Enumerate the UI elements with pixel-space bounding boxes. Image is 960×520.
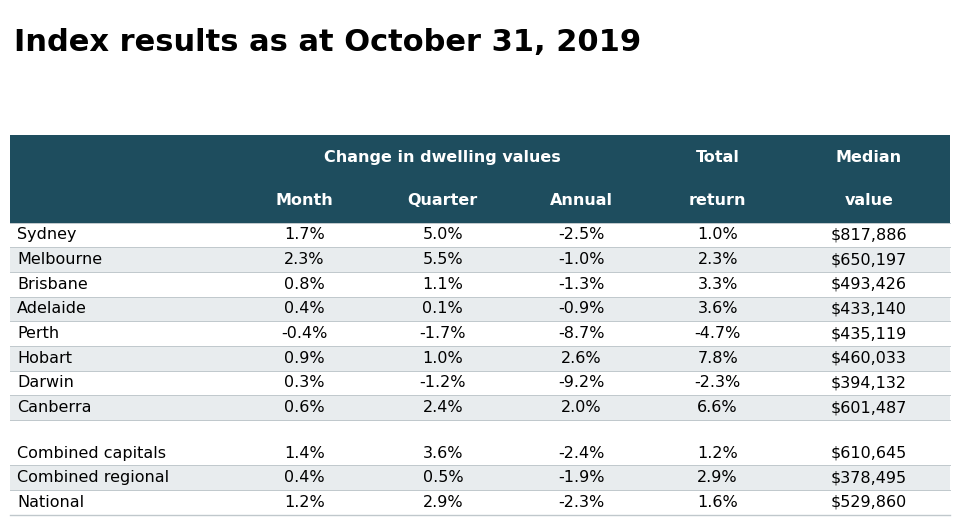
Text: 2.3%: 2.3% [284,252,324,267]
Text: $601,487: $601,487 [830,400,907,415]
Bar [10,296,950,321]
Text: 5.0%: 5.0% [422,227,463,242]
Text: $493,426: $493,426 [830,277,906,292]
Text: Perth: Perth [17,326,60,341]
Text: 5.5%: 5.5% [422,252,463,267]
Text: 2.3%: 2.3% [697,252,738,267]
Text: 3.6%: 3.6% [422,446,463,461]
Text: 1.0%: 1.0% [697,227,738,242]
Text: 2.9%: 2.9% [697,470,738,485]
Text: 1.1%: 1.1% [422,277,464,292]
Text: 0.6%: 0.6% [284,400,324,415]
Text: 0.3%: 0.3% [284,375,324,391]
Text: -1.9%: -1.9% [559,470,605,485]
Bar [10,247,950,272]
Text: return: return [689,193,747,208]
Text: 6.6%: 6.6% [697,400,738,415]
Text: 1.4%: 1.4% [284,446,324,461]
Bar [10,179,950,223]
Text: $460,033: $460,033 [830,350,906,366]
Text: 0.5%: 0.5% [422,470,463,485]
Text: -1.0%: -1.0% [559,252,605,267]
Bar [10,272,950,296]
Text: Total: Total [696,150,739,164]
Bar [10,395,950,420]
Bar [10,321,950,346]
Bar [10,441,950,465]
Bar [10,223,950,247]
Bar [10,465,950,490]
Text: 0.9%: 0.9% [284,350,324,366]
Text: Sydney: Sydney [17,227,77,242]
Text: 7.8%: 7.8% [697,350,738,366]
Text: Month: Month [276,193,333,208]
Text: value: value [844,193,893,208]
Text: 2.6%: 2.6% [562,350,602,366]
Text: Darwin: Darwin [17,375,74,391]
Text: Canberra: Canberra [17,400,91,415]
Text: Brisbane: Brisbane [17,277,88,292]
Text: $610,645: $610,645 [830,446,907,461]
Text: 0.4%: 0.4% [284,470,324,485]
Text: 3.3%: 3.3% [698,277,738,292]
Text: 0.8%: 0.8% [284,277,324,292]
Text: -2.5%: -2.5% [559,227,605,242]
Text: -1.7%: -1.7% [420,326,467,341]
Text: -2.3%: -2.3% [559,495,605,510]
Text: $817,886: $817,886 [830,227,907,242]
Text: -9.2%: -9.2% [559,375,605,391]
Text: -2.4%: -2.4% [559,446,605,461]
Text: National: National [17,495,84,510]
Text: $435,119: $435,119 [830,326,907,341]
Text: -0.4%: -0.4% [281,326,327,341]
Text: 3.6%: 3.6% [697,302,738,316]
Text: 1.6%: 1.6% [697,495,738,510]
Text: 1.2%: 1.2% [284,495,324,510]
Text: Median: Median [835,150,901,164]
Text: 2.4%: 2.4% [422,400,463,415]
Text: $650,197: $650,197 [830,252,907,267]
Text: 2.9%: 2.9% [422,495,463,510]
Text: Adelaide: Adelaide [17,302,87,316]
Bar [10,346,950,371]
Text: Index results as at October 31, 2019: Index results as at October 31, 2019 [14,28,641,57]
Text: 2.0%: 2.0% [562,400,602,415]
Text: $394,132: $394,132 [830,375,906,391]
Text: 1.0%: 1.0% [422,350,464,366]
Bar [10,490,950,515]
Text: Hobart: Hobart [17,350,72,366]
Text: Combined regional: Combined regional [17,470,169,485]
Text: Quarter: Quarter [408,193,478,208]
Text: 1.7%: 1.7% [284,227,324,242]
Text: -8.7%: -8.7% [559,326,605,341]
Text: -0.9%: -0.9% [559,302,605,316]
Text: $529,860: $529,860 [830,495,907,510]
Text: Annual: Annual [550,193,613,208]
Text: -1.3%: -1.3% [559,277,605,292]
Text: Melbourne: Melbourne [17,252,103,267]
Text: -1.2%: -1.2% [420,375,467,391]
Text: 1.2%: 1.2% [697,446,738,461]
Text: Change in dwelling values: Change in dwelling values [324,150,562,164]
Text: 0.4%: 0.4% [284,302,324,316]
Text: 0.1%: 0.1% [422,302,464,316]
Bar [10,135,950,179]
Bar [10,420,950,441]
Text: $378,495: $378,495 [830,470,907,485]
Bar [10,371,950,395]
Text: Combined capitals: Combined capitals [17,446,166,461]
Text: -4.7%: -4.7% [694,326,741,341]
Text: $433,140: $433,140 [830,302,906,316]
Text: -2.3%: -2.3% [694,375,741,391]
